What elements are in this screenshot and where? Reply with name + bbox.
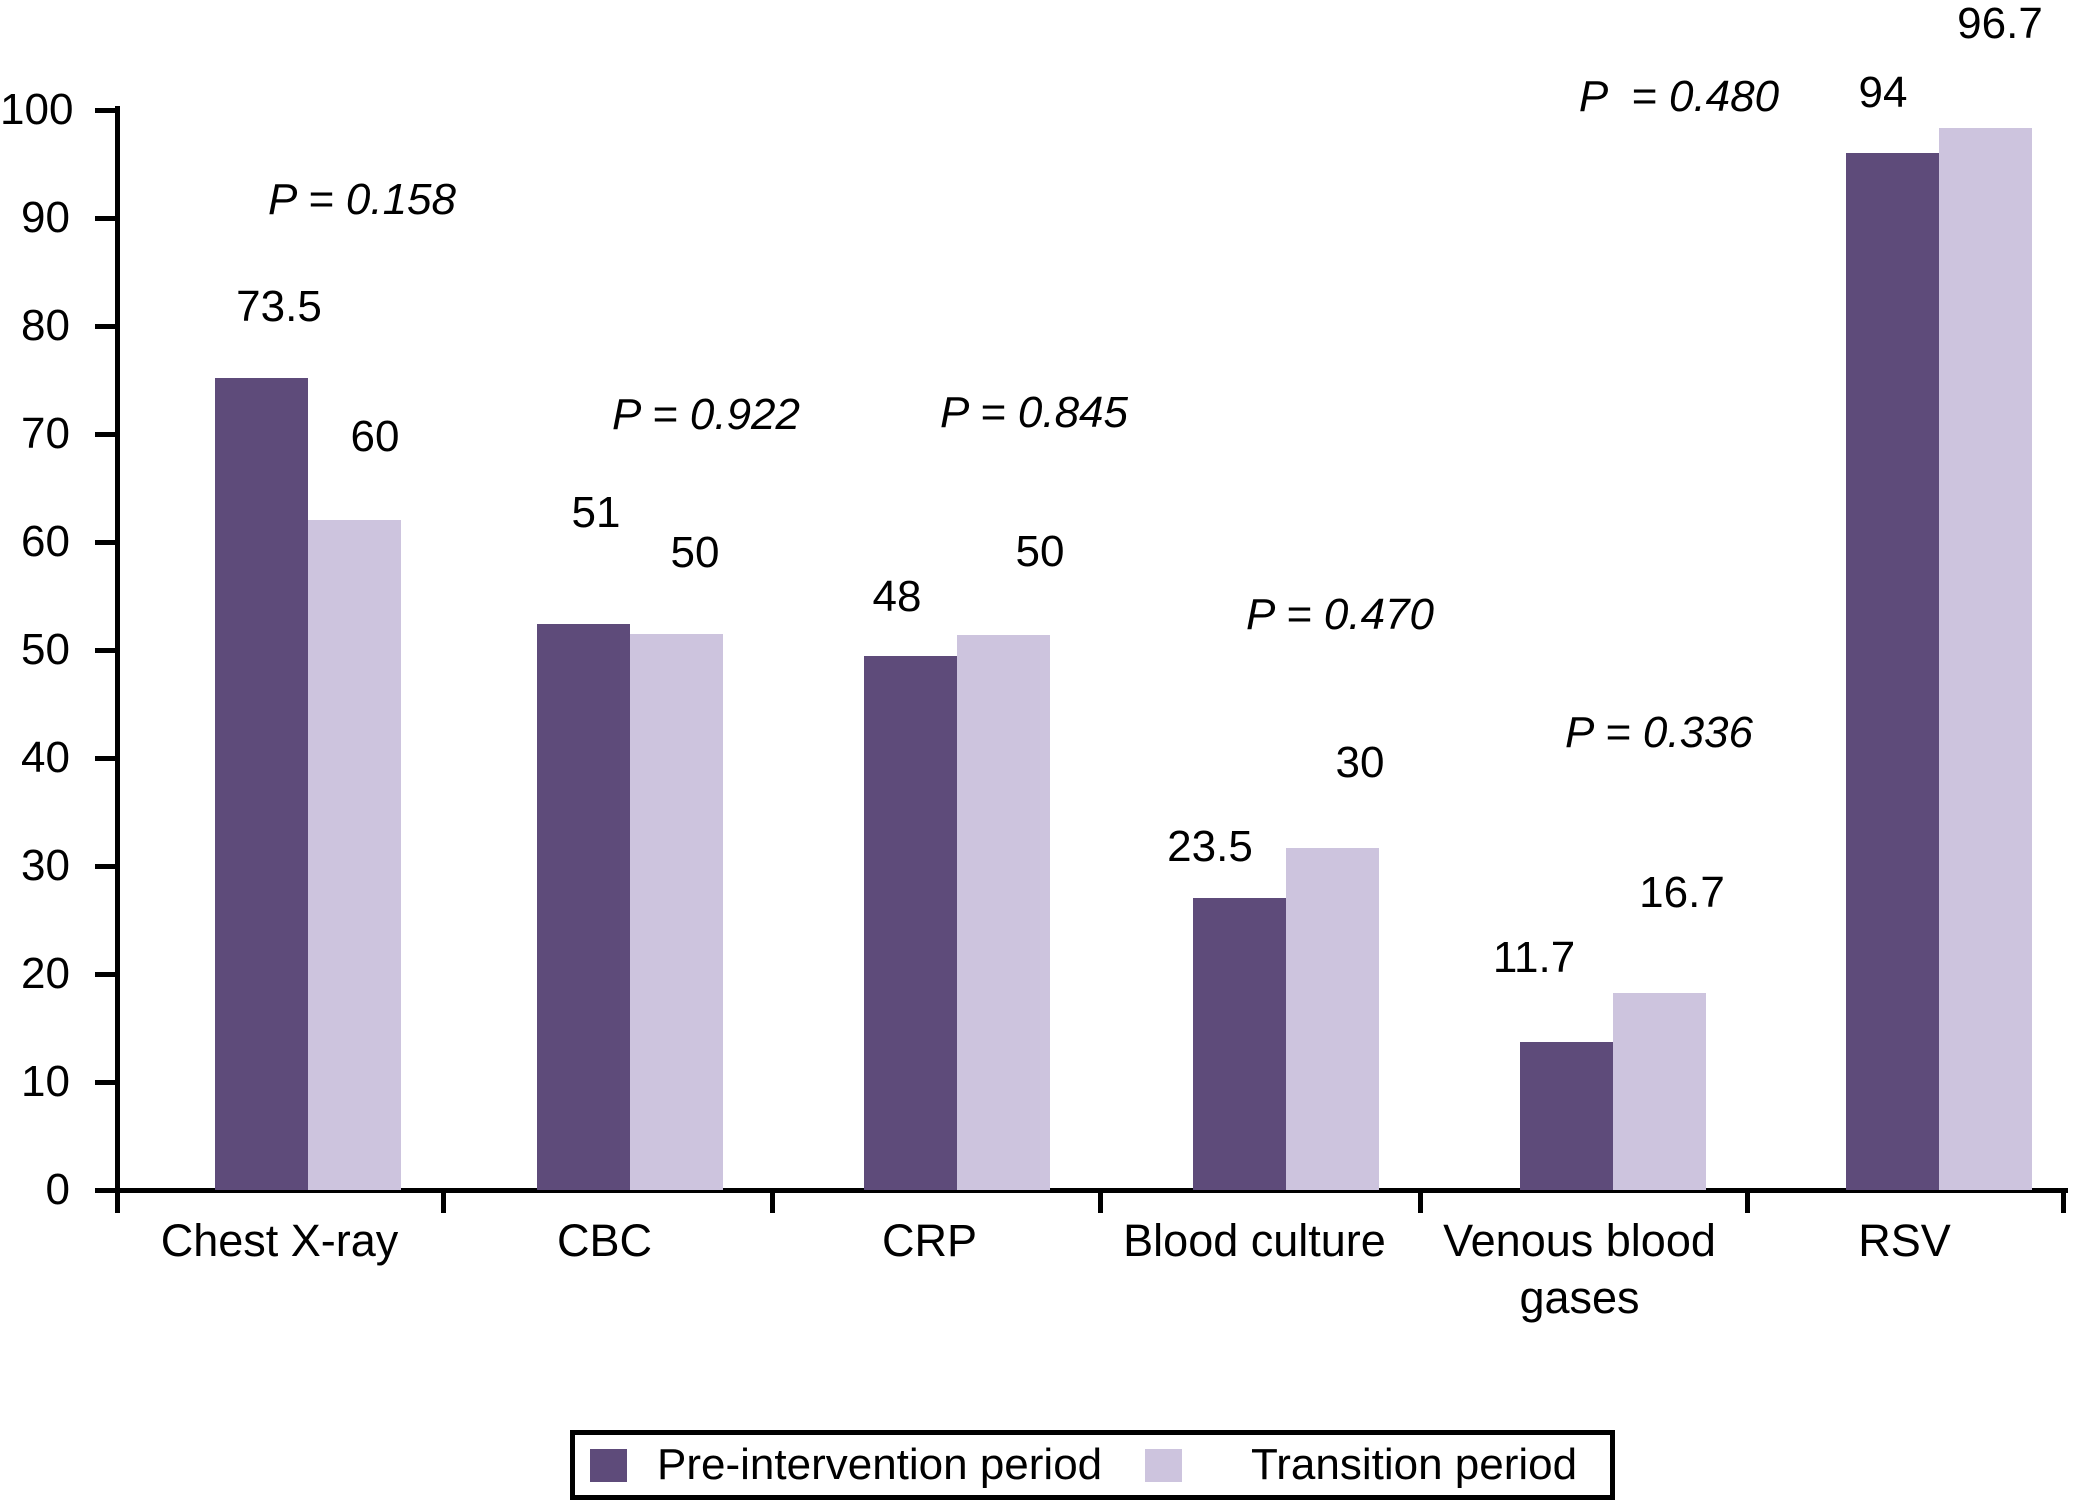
x-axis-tick	[2061, 1190, 2066, 1213]
value-label: 30	[1335, 738, 1385, 787]
value-label: 96.7	[1957, 0, 2043, 48]
x-axis-tick	[1098, 1190, 1103, 1213]
legend-item-label-pre-intervention: Pre-intervention period	[657, 1440, 1103, 1489]
x-axis-tick	[1418, 1190, 1423, 1213]
y-axis-line	[115, 106, 120, 1213]
p-value-label: P = 0.336	[1565, 708, 1753, 757]
y-axis-tick-label: 40	[21, 733, 70, 782]
bar-transition	[630, 633, 723, 1190]
y-axis-tick-label: 80	[21, 301, 70, 350]
y-axis-tick	[95, 972, 117, 977]
y-axis-tick	[95, 108, 117, 113]
value-label: 50	[1015, 527, 1065, 576]
p-value-label: P = 0.845	[940, 388, 1128, 437]
bar-transition	[1613, 993, 1706, 1190]
bar-pre-intervention	[1193, 898, 1286, 1190]
value-label: 48	[872, 572, 922, 621]
x-axis-tick	[441, 1190, 446, 1213]
y-axis-tick	[95, 216, 117, 221]
value-label: 11.7	[1492, 933, 1576, 982]
y-axis-tick-label: 10	[21, 1057, 70, 1106]
y-axis-tick-label: 90	[21, 193, 70, 242]
category-label: RSV	[1858, 1215, 1951, 1266]
value-label: 51	[571, 488, 621, 537]
value-label: 23.5	[1167, 822, 1253, 871]
y-axis-tick-label: 60	[21, 517, 70, 566]
y-axis-tick	[95, 324, 117, 329]
y-axis-tick	[95, 648, 117, 653]
x-axis-line	[115, 1188, 2068, 1193]
y-axis-tick	[95, 864, 117, 869]
bar-pre-intervention	[864, 656, 957, 1190]
bar-pre-intervention	[537, 624, 630, 1190]
p-value-label: P = 0.922	[612, 390, 800, 439]
x-axis-tick	[1745, 1190, 1750, 1213]
y-axis-tick	[95, 432, 117, 437]
y-axis-tick-label: 0	[45, 1165, 70, 1214]
value-label: 16.7	[1639, 868, 1725, 917]
value-label: 50	[670, 528, 720, 577]
category-label: Venous blood gases	[1443, 1215, 1716, 1323]
legend-item-label-transition: Transition period	[1251, 1440, 1578, 1489]
category-label: CBC	[556, 1215, 652, 1266]
value-label: 94	[1858, 68, 1908, 117]
bar-transition	[1939, 128, 2032, 1190]
y-axis-tick	[95, 540, 117, 545]
legend: Pre-intervention period Transition perio…	[570, 1430, 1615, 1500]
y-axis-tick	[95, 1080, 117, 1085]
category-label: CRP	[881, 1215, 977, 1266]
legend-swatch-transition	[1145, 1449, 1182, 1482]
bar-transition	[1286, 847, 1379, 1190]
y-axis-tick-label: 20	[21, 949, 70, 998]
y-axis-tick	[95, 756, 117, 761]
bar-pre-intervention	[214, 377, 308, 1190]
y-axis-tick-label: 100	[0, 85, 74, 134]
y-axis-tick-label: 70	[21, 409, 70, 458]
bar-pre-intervention	[1846, 153, 1939, 1190]
value-label: 73.5	[236, 282, 322, 331]
bar-pre-intervention	[1520, 1042, 1613, 1190]
y-axis-tick	[95, 1188, 117, 1193]
p-value-label: P = 0.480	[1578, 72, 1780, 121]
y-axis-tick-label: 50	[21, 625, 70, 674]
value-label: 60	[350, 412, 400, 461]
p-value-label: P = 0.158	[268, 175, 456, 224]
legend-swatch-pre-intervention	[590, 1449, 627, 1482]
p-value-label: P = 0.470	[1246, 590, 1434, 639]
x-axis-tick	[770, 1190, 775, 1213]
bar-transition	[957, 634, 1050, 1190]
y-axis-tick-label: 30	[21, 841, 70, 890]
bar-transition	[307, 520, 401, 1190]
category-label: Blood culture	[1123, 1215, 1386, 1266]
category-label: Chest X-ray	[160, 1215, 399, 1266]
